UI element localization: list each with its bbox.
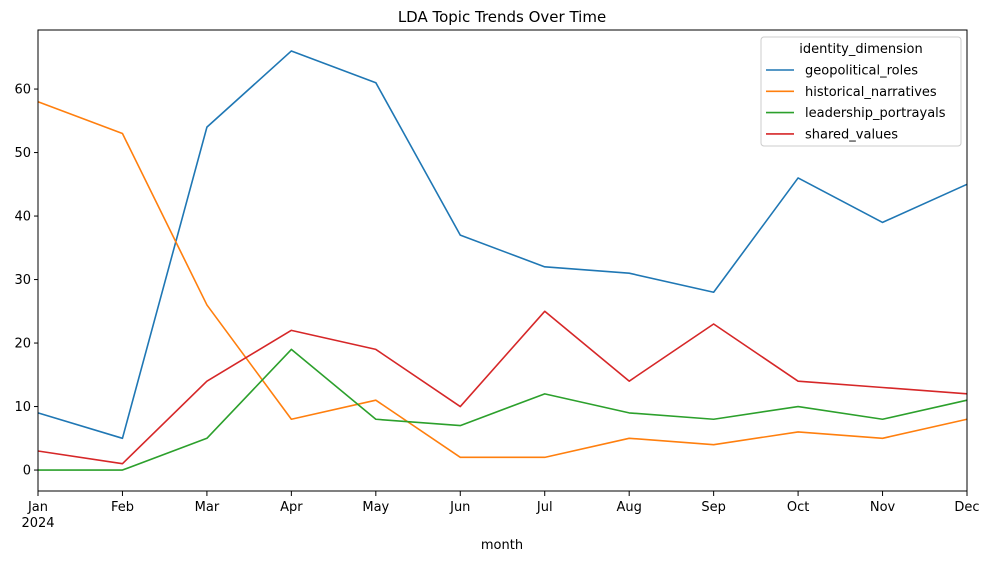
legend-entry: historical_narratives [805,85,937,100]
legend-entry: leadership_portrayals [805,106,946,121]
y-tick-label: 30 [14,273,31,288]
x-tick-label: Jan [27,500,48,515]
x-tick-label: Dec [954,500,979,515]
y-tick-label: 0 [23,464,31,479]
y-tick-label: 60 [14,83,31,98]
legend-entry: shared_values [805,127,898,142]
x-tick-label: Jun [449,500,470,515]
x-tick-label: Sep [701,500,726,515]
series-line-historical-narratives [37,101,968,459]
y-tick-label: 50 [14,146,31,161]
chart-title: LDA Topic Trends Over Time [398,8,606,26]
x-tick-label: Feb [111,500,134,515]
series-line-geopolitical-roles [37,50,968,440]
legend-entry: geopolitical_roles [805,64,918,79]
x-tick-label: Mar [195,500,220,515]
legend-box [760,36,962,147]
x-tick-label: Oct [787,500,809,515]
x-axis-label: month [481,538,523,553]
series-line-shared-values [37,310,968,465]
x-year-label: 2024 [21,516,54,531]
legend-title: identity_dimension [799,42,922,57]
x-tick-label: Jul [536,500,553,515]
legend: identity_dimension geopolitical_roleshist… [760,36,962,147]
series-line-leadership-portrayals [38,348,968,471]
x-tick-label: Aug [616,500,641,515]
series-layer [37,50,968,471]
y-tick-label: 10 [14,400,31,415]
x-tick-label: Apr [280,500,303,515]
plot-frame [37,29,968,492]
y-axis: 0 10 20 30 40 50 60 [14,83,38,479]
y-tick-label: 20 [14,337,31,352]
x-tick-label: May [362,500,389,515]
y-tick-label: 40 [14,210,31,225]
x-axis: Jan Feb Mar Apr May Jun Jul Aug Sep Oct Nov Dec 2024 [21,491,980,531]
x-tick-label: Nov [870,500,896,515]
